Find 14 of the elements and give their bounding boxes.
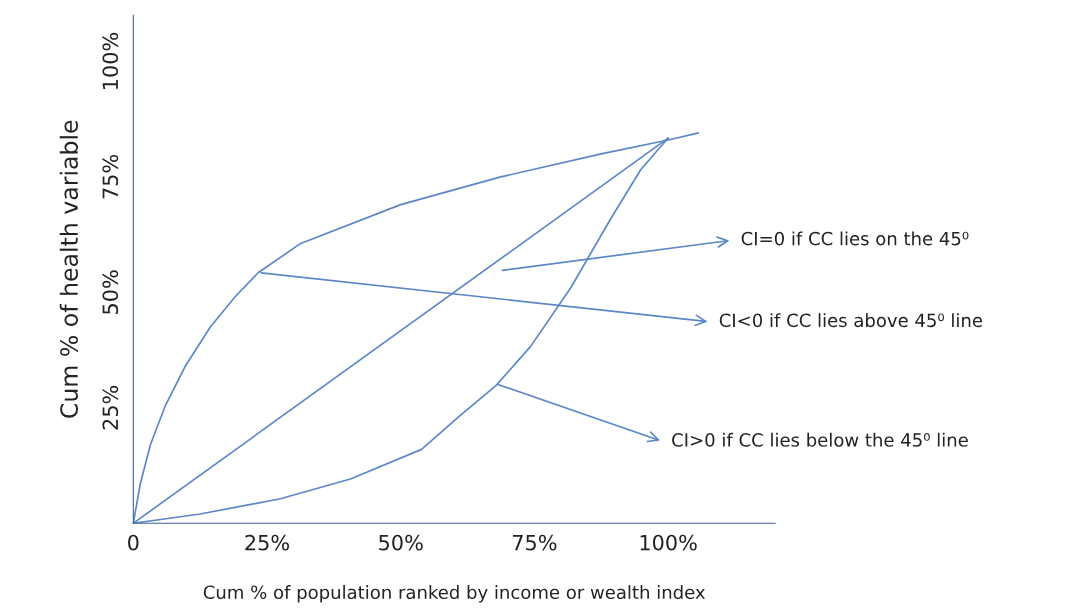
x-tick-label: 75% [512,534,557,551]
annotation: CI=0 if CC lies on the 45⁰ [741,231,969,246]
x-tick-label: 25% [245,534,290,551]
y-tick-label: 50% [102,270,119,314]
x-tick-label: 50% [379,534,423,551]
x-axis-title: Cum % of population ranked by income or wealth index [203,585,706,603]
annotation: CI<0 if CC lies above 45⁰ line [719,313,983,328]
y-tick-label: 75% [102,154,119,199]
x-tick-label: 100% [640,534,697,551]
y-tick-label: 100% [102,32,119,89]
annotation: CI>0 if CC lies below the 45⁰ line [672,432,968,447]
y-tick-label: 25% [102,385,119,430]
y-axis-title: Cum % of health variable [59,120,79,418]
x-tick-label: 0 [128,534,139,551]
